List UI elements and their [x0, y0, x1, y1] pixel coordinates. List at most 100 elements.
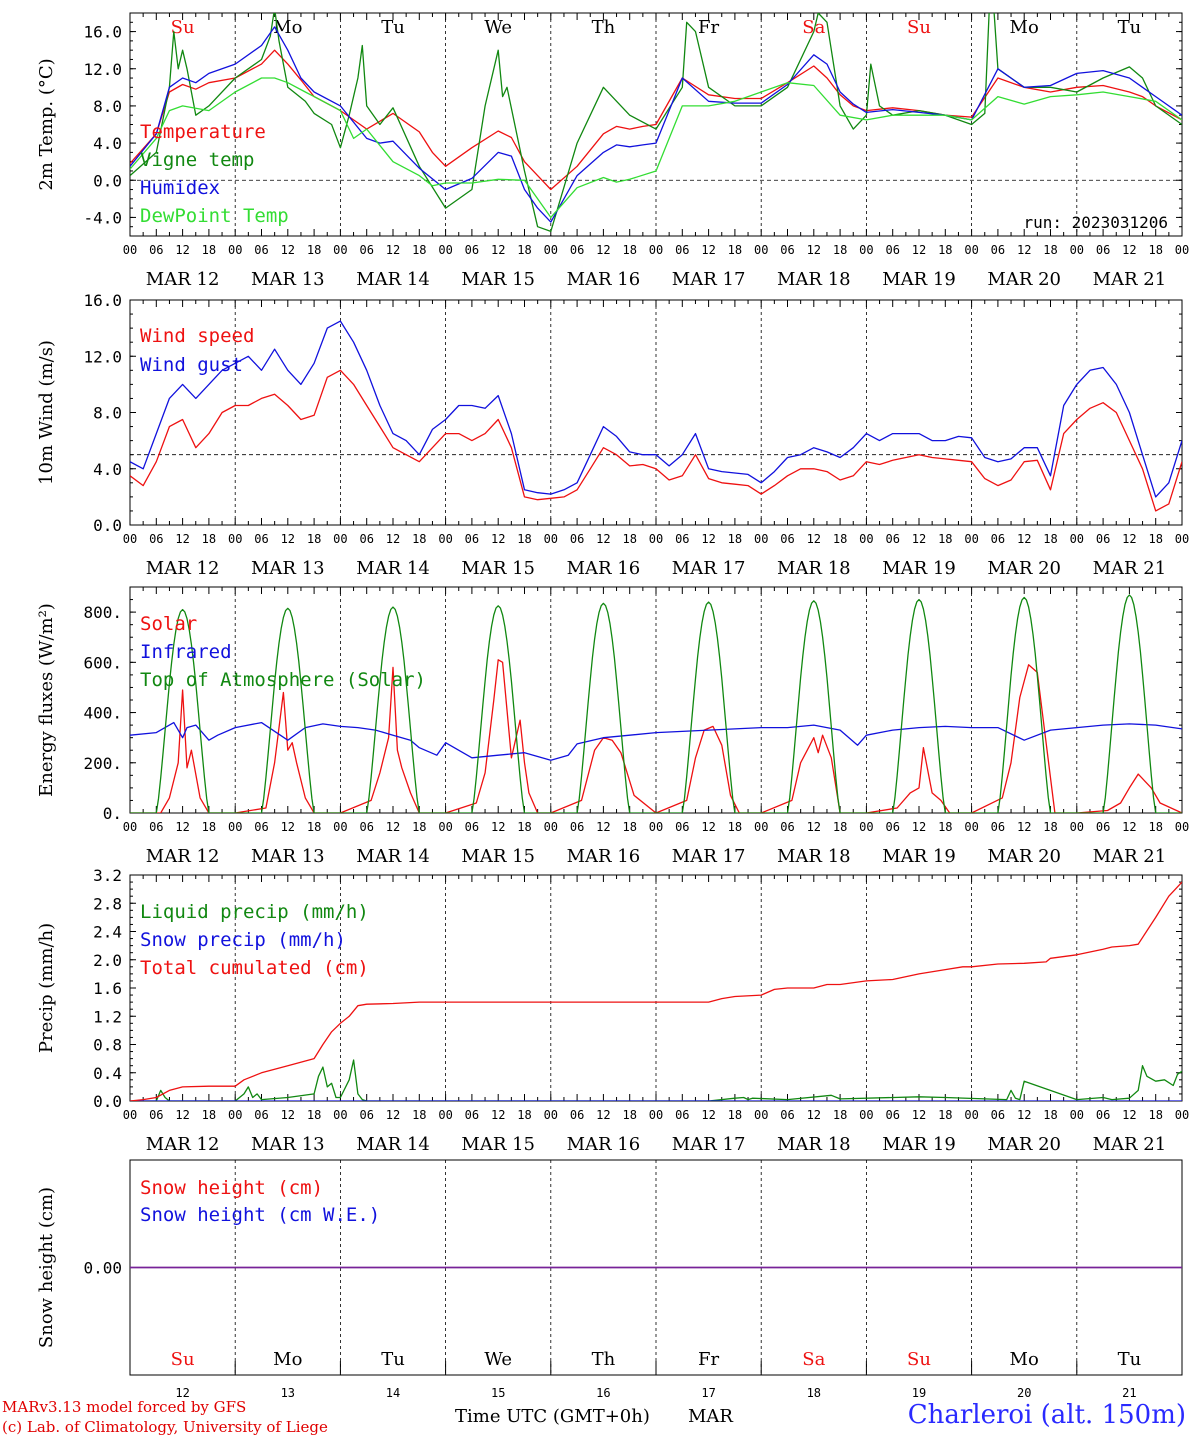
- hour-tick-label: 12: [701, 243, 715, 257]
- y-tick-label: 1.2: [93, 1007, 122, 1026]
- hour-tick-label: 12: [912, 532, 926, 546]
- hour-tick-label: 12: [1122, 1108, 1136, 1122]
- y-axis-label: 10m Wind (m/s): [36, 340, 57, 485]
- hour-tick-label: 06: [149, 243, 163, 257]
- hour-tick-label: 00: [438, 532, 452, 546]
- hour-tick-label: 00: [754, 243, 768, 257]
- hour-tick-label: 06: [991, 1108, 1005, 1122]
- hour-tick-label: 00: [1070, 243, 1084, 257]
- hour-tick-label: 06: [885, 243, 899, 257]
- hour-tick-label: 00: [1175, 820, 1189, 834]
- hour-tick-label: 12: [491, 532, 505, 546]
- date-label: MAR 17: [672, 846, 746, 867]
- weekday-label: Tu: [1118, 1349, 1142, 1370]
- weekday-label: Tu: [1118, 17, 1142, 38]
- hour-tick-label: 12: [1017, 1108, 1031, 1122]
- hour-tick-label: 12: [701, 820, 715, 834]
- month-label: MAR: [688, 1406, 733, 1427]
- weekday-label: Mo: [1010, 17, 1039, 38]
- series-line-top-of-atmosphere-solar-: [130, 594, 1182, 813]
- weekday-label: Su: [907, 17, 931, 38]
- day-number-label: 12: [175, 1386, 189, 1400]
- y-tick-label: 12.0: [83, 347, 122, 366]
- hour-tick-label: 18: [938, 532, 952, 546]
- date-label: MAR 21: [1093, 269, 1167, 290]
- day-number-label: 21: [1122, 1386, 1136, 1400]
- hour-tick-label: 06: [465, 1108, 479, 1122]
- y-tick-label: 600.: [83, 653, 122, 672]
- weekday-label: Su: [907, 1349, 931, 1370]
- hour-tick-label: 00: [964, 243, 978, 257]
- hour-tick-label: 00: [333, 532, 347, 546]
- hour-tick-label: 00: [544, 532, 558, 546]
- hour-tick-label: 18: [728, 820, 742, 834]
- y-tick-label: 0.00: [83, 1259, 122, 1278]
- date-label: MAR 15: [461, 1134, 535, 1155]
- hour-tick-label: 00: [754, 1108, 768, 1122]
- date-label: MAR 19: [882, 1134, 956, 1155]
- hour-tick-label: 00: [754, 820, 768, 834]
- day-number-label: 17: [701, 1386, 715, 1400]
- hour-tick-label: 18: [833, 532, 847, 546]
- hour-tick-label: 00: [1070, 1108, 1084, 1122]
- hour-tick-label: 18: [517, 820, 531, 834]
- hour-tick-label: 12: [701, 532, 715, 546]
- y-axis-label: 2m Temp. (°C): [36, 58, 57, 190]
- hour-tick-label: 18: [307, 243, 321, 257]
- date-label: MAR 14: [356, 269, 430, 290]
- series-line-humidex: [130, 26, 1182, 223]
- date-label: MAR 17: [672, 558, 746, 579]
- hour-tick-label: 12: [386, 243, 400, 257]
- date-label: MAR 19: [882, 269, 956, 290]
- hour-tick-label: 12: [491, 243, 505, 257]
- hour-tick-label: 12: [596, 1108, 610, 1122]
- hour-tick-label: 00: [438, 243, 452, 257]
- hour-tick-label: 06: [780, 243, 794, 257]
- hour-tick-label: 06: [254, 820, 268, 834]
- hour-tick-label: 00: [964, 820, 978, 834]
- date-label: MAR 20: [987, 1134, 1061, 1155]
- date-label: MAR 16: [567, 558, 641, 579]
- hour-tick-label: 00: [228, 532, 242, 546]
- hour-tick-label: 18: [728, 532, 742, 546]
- weekday-label: Tu: [381, 17, 405, 38]
- hour-tick-label: 12: [281, 820, 295, 834]
- credit-line-2: (c) Lab. of Climatology, University of L…: [2, 1418, 328, 1436]
- hour-tick-label: 12: [1122, 532, 1136, 546]
- date-label: MAR 20: [987, 269, 1061, 290]
- y-axis-label: Energy fluxes (W/m²): [36, 603, 57, 797]
- time-axis-label: Time UTC (GMT+0h): [455, 1406, 650, 1427]
- series-line-vigne-temp: [130, 13, 1182, 233]
- hour-tick-label: 00: [859, 1108, 873, 1122]
- hour-tick-label: 18: [1043, 1108, 1057, 1122]
- hour-tick-label: 00: [964, 532, 978, 546]
- legend-entry: Snow height (cm W.E.): [140, 1204, 380, 1226]
- hour-tick-label: 06: [780, 532, 794, 546]
- hour-tick-label: 00: [123, 243, 137, 257]
- hour-tick-label: 06: [149, 1108, 163, 1122]
- hour-tick-label: 12: [281, 532, 295, 546]
- date-label: MAR 15: [461, 846, 535, 867]
- weekday-label: Mo: [273, 17, 302, 38]
- hour-tick-label: 06: [675, 532, 689, 546]
- y-axis-label: Precip (mm/h): [36, 923, 57, 1053]
- panel-energy: 800. 600. 400. 200. 0. Energy fluxes (W/m²) 00…: [36, 586, 1189, 867]
- hour-tick-label: 00: [1175, 243, 1189, 257]
- panel-precip: 3.2 2.8 2.4 2.0 1.6 1.2 0.8 0.4 0.0 Precip (mm/h)…: [36, 866, 1189, 1155]
- hour-tick-label: 18: [307, 820, 321, 834]
- date-label: MAR 15: [461, 558, 535, 579]
- hour-tick-label: 12: [1017, 243, 1031, 257]
- hour-tick-label: 18: [1043, 532, 1057, 546]
- date-label: MAR 14: [356, 846, 430, 867]
- hour-tick-label: 00: [438, 820, 452, 834]
- hour-tick-label: 06: [1096, 532, 1110, 546]
- hour-tick-label: 06: [149, 820, 163, 834]
- panel-snow: 0.00 Snow height (cm) Su Mo Tu We Th Fr Sa Su Mo Tu…: [36, 1159, 1183, 1400]
- hour-tick-label: 18: [412, 243, 426, 257]
- legend-entry: Snow height (cm): [140, 1177, 323, 1199]
- hour-tick-label: 18: [728, 1108, 742, 1122]
- hour-tick-label: 06: [675, 243, 689, 257]
- legend-entry: Solar: [140, 613, 197, 635]
- hour-tick-label: 00: [123, 820, 137, 834]
- hour-tick-label: 06: [780, 820, 794, 834]
